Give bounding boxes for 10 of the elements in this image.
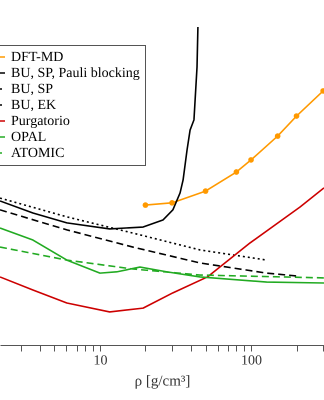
x-tick-label: 100 xyxy=(241,354,262,368)
legend-label: ATOMIC xyxy=(11,146,64,161)
legend-label: BU, EK xyxy=(11,98,56,113)
legend-label: BU, SP xyxy=(11,82,54,97)
legend-label: DFT-MD xyxy=(11,50,64,65)
legend-label: BU, SP, Pauli blocking xyxy=(11,66,140,81)
legend-label: OPAL xyxy=(11,130,46,145)
x-tick-label: 10 xyxy=(93,354,108,368)
x-axis-title: ρ [g/cm³] xyxy=(134,374,190,390)
legend-label: Purgatorio xyxy=(11,114,70,129)
